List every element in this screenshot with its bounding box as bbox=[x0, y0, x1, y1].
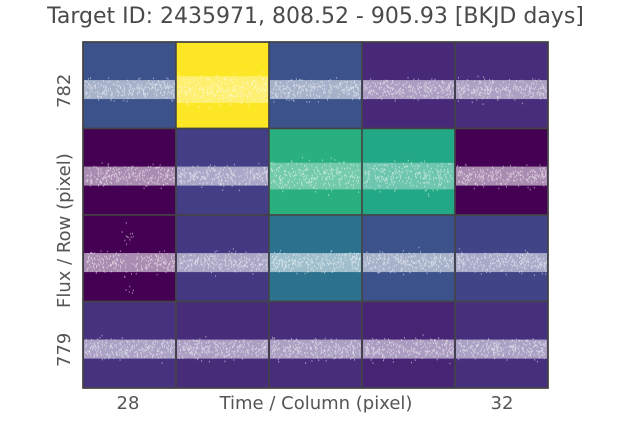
pixel-cell-row781-col29 bbox=[175, 127, 270, 216]
pixel-cell-row779-col31 bbox=[361, 300, 456, 389]
flux-band-core bbox=[270, 162, 361, 190]
pixel-cell-row782-col30 bbox=[268, 41, 363, 130]
flux-band-core bbox=[456, 80, 547, 100]
flux-band-core bbox=[363, 253, 454, 273]
flux-band-core bbox=[84, 339, 175, 359]
flux-band-core bbox=[84, 253, 175, 273]
x-axis-label: Time / Column (pixel) bbox=[219, 393, 413, 414]
pixel-cell-row781-col32 bbox=[454, 127, 549, 216]
pixel-cell-row780-col32 bbox=[454, 214, 549, 303]
flux-band-core bbox=[177, 253, 268, 273]
flux-band-core bbox=[363, 80, 454, 100]
flux-band-core bbox=[270, 80, 361, 100]
pixel-cell-row782-col29 bbox=[175, 41, 270, 130]
flux-points bbox=[364, 159, 453, 197]
x-tick-label-32: 32 bbox=[490, 393, 514, 414]
chart-title: Target ID: 2435971, 808.52 - 905.93 [BKJ… bbox=[47, 4, 584, 29]
y-tick-label-782: 782 bbox=[54, 73, 75, 108]
flux-band-core bbox=[270, 339, 361, 359]
pixel-cell-row779-col32 bbox=[454, 300, 549, 389]
pixel-cell-row782-col28 bbox=[82, 41, 177, 130]
pixel-cell-row781-col28 bbox=[82, 127, 177, 216]
plot-frame bbox=[82, 41, 549, 389]
flux-band-core bbox=[456, 166, 547, 186]
flux-band-core bbox=[177, 339, 268, 359]
flux-band-core bbox=[270, 253, 361, 273]
flux-band-core bbox=[84, 166, 175, 186]
pixel-cell-row781-col31 bbox=[361, 127, 456, 216]
pixel-cell-row780-col29 bbox=[175, 214, 270, 303]
flux-band-core bbox=[84, 80, 175, 100]
pixel-cell-row779-col29 bbox=[175, 300, 270, 389]
pixel-cell-row780-col31 bbox=[361, 214, 456, 303]
y-tick-label-779: 779 bbox=[54, 332, 75, 367]
pixel-cell-row782-col32 bbox=[454, 41, 549, 130]
flux-band-core bbox=[177, 166, 268, 186]
flux-band-core bbox=[177, 76, 268, 103]
pixel-cell-row779-col28 bbox=[82, 300, 177, 389]
y-axis-label: Flux / Row (pixel) bbox=[54, 153, 75, 308]
x-tick-label-28: 28 bbox=[116, 393, 140, 414]
flux-band-core bbox=[363, 339, 454, 359]
pixel-cell-row779-col30 bbox=[268, 300, 363, 389]
pixel-cell-row780-col30 bbox=[268, 214, 363, 303]
flux-band-core bbox=[456, 339, 547, 359]
flux-points bbox=[178, 70, 268, 109]
pixel-cell-row782-col31 bbox=[361, 41, 456, 130]
flux-band-core bbox=[456, 253, 547, 273]
pixel-cell-row781-col30 bbox=[268, 127, 363, 216]
flux-points bbox=[271, 156, 361, 196]
flux-band-core bbox=[363, 162, 454, 190]
pixel-cell-row780-col28 bbox=[82, 214, 177, 303]
pixel-cell-background bbox=[361, 127, 456, 216]
